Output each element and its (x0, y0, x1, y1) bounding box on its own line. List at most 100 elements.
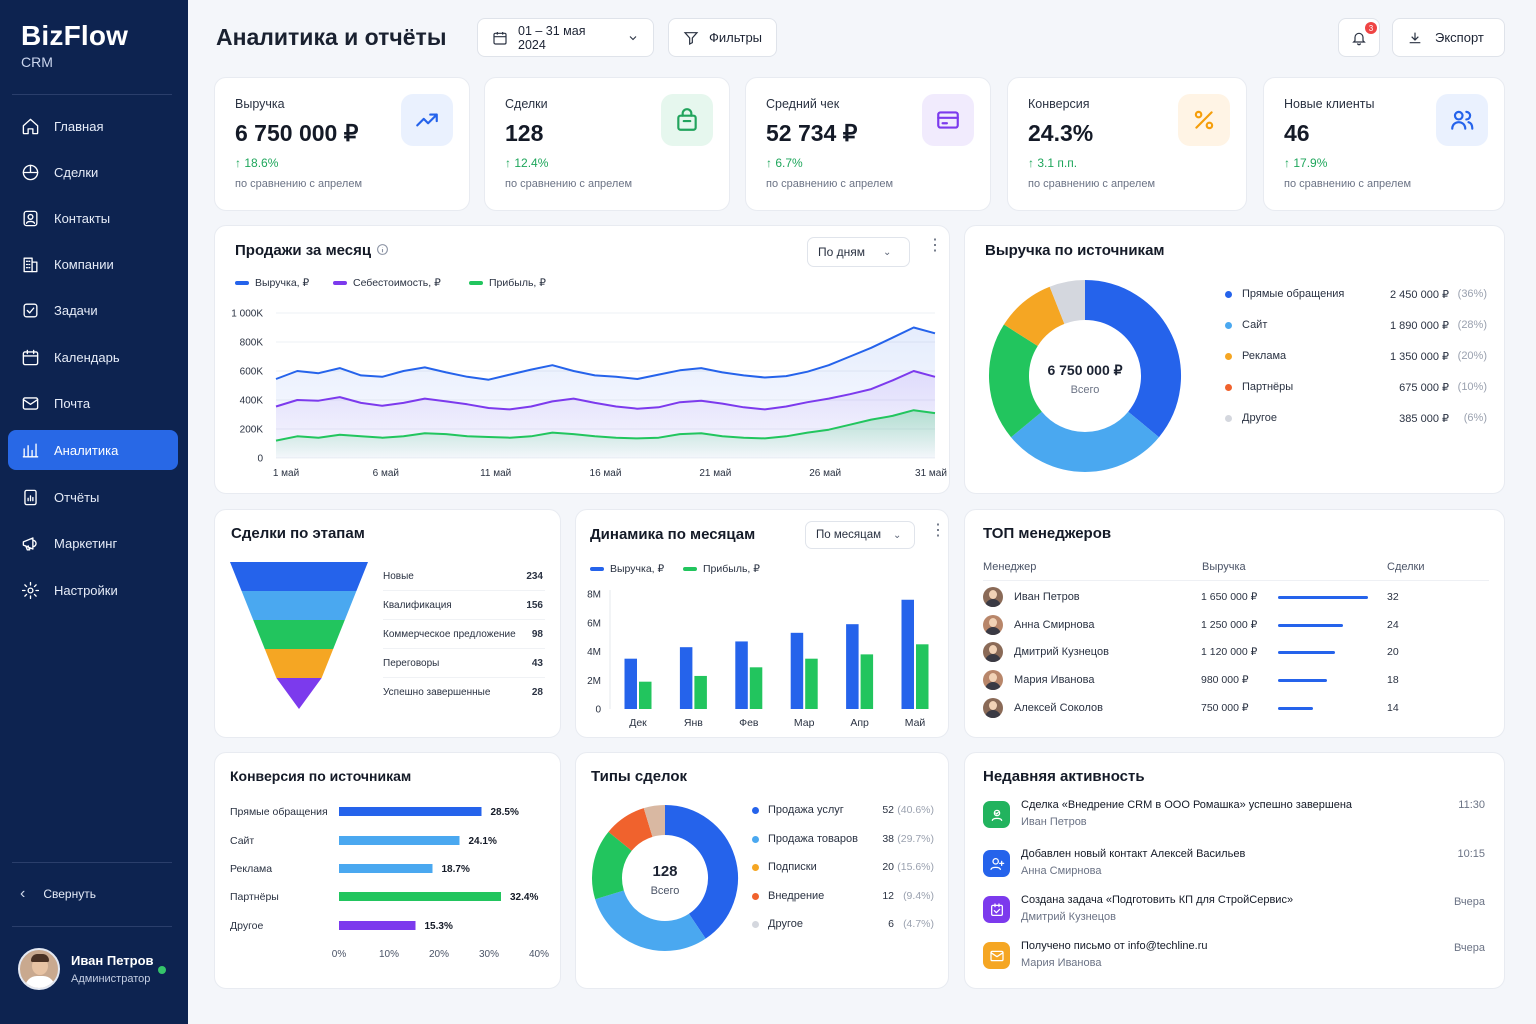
bar[interactable] (790, 632, 804, 709)
table-row[interactable]: Анна Смирнова 1 250 000 ₽ 24 (965, 614, 1506, 639)
collapse-label: Свернуть (43, 887, 96, 901)
bar[interactable] (339, 921, 416, 930)
activity-item[interactable]: Добавлен новый контакт Алексей Васильев А… (965, 848, 1506, 891)
funnel-stage[interactable] (276, 678, 322, 709)
donut-slice[interactable] (989, 324, 1043, 438)
x-tick-label: 40% (529, 949, 549, 960)
legend-swatch (333, 281, 347, 285)
funnel-stage-label: Новые (383, 571, 414, 582)
column-header-deals: Сделки (1387, 561, 1425, 573)
brand-subtitle: CRM (21, 54, 53, 70)
table-row[interactable]: Иван Петров 1 650 000 ₽ 32 (965, 587, 1506, 611)
bell-icon (1352, 32, 1366, 45)
donut-slice[interactable] (592, 831, 633, 900)
bar[interactable] (624, 658, 638, 709)
kpi-card: Конверсия 24.3% ↑ 3.1 п.п. по сравнению с а… (1007, 77, 1247, 211)
info-icon[interactable] (376, 243, 389, 256)
y-tick-label: 2M (587, 676, 601, 687)
donut-slice[interactable] (1049, 280, 1086, 325)
sidebar-item-reports[interactable]: Отчёты (8, 477, 178, 517)
funnel-stage-label: Переговоры (383, 658, 440, 669)
sidebar-item-companies[interactable]: Компании (8, 244, 178, 284)
monthly-period-select[interactable]: По месяцам ⌄ (805, 521, 915, 549)
manager-revenue: 1 250 000 ₽ (1201, 618, 1258, 631)
bar[interactable] (639, 681, 652, 709)
y-tick-label: 1 000K (231, 309, 263, 320)
conversion-sources-card: Конверсия по источникам Прямые обращения… (214, 752, 561, 989)
avatar (983, 642, 1003, 663)
bar[interactable] (901, 599, 915, 709)
kpi-value: 46 (1284, 120, 1310, 146)
sidebar-item-calendar[interactable]: Календарь (8, 337, 178, 377)
donut-slice[interactable] (1011, 411, 1159, 472)
bar[interactable] (749, 667, 763, 709)
activity-item[interactable]: Создана задача «Подготовить КП для Строй… (965, 894, 1506, 937)
sidebar-item-contacts[interactable]: Контакты (8, 198, 178, 238)
activity-item[interactable]: Сделка «Внедрение CRM в ООО Ромашка» усп… (965, 799, 1506, 842)
bar[interactable] (846, 624, 859, 709)
donut-slice[interactable] (1003, 286, 1066, 347)
table-row[interactable]: Дмитрий Кузнецов 1 120 000 ₽ 20 (965, 642, 1506, 666)
sidebar-item-mail[interactable]: Почта (8, 383, 178, 423)
sidebar-item-tasks[interactable]: Задачи (8, 290, 178, 330)
legend-dot (752, 835, 759, 843)
legend-value: 1 350 000 ₽ (1390, 351, 1449, 363)
x-tick-label: 1 май (273, 468, 299, 479)
donut-slice[interactable] (595, 889, 706, 951)
kpi-value: 128 (505, 120, 544, 146)
funnel-stage-value: 156 (526, 600, 543, 611)
activity-item[interactable]: Получено письмо от info@techline.ru Мария… (965, 940, 1506, 983)
legend-label: Сайт (1242, 319, 1268, 331)
bar[interactable] (805, 658, 818, 709)
export-button[interactable]: Экспорт (1392, 18, 1505, 57)
collapse-sidebar-button[interactable]: ‹ Свернуть (20, 885, 96, 903)
legend-swatch (469, 281, 483, 285)
kpi-comparison: по сравнению с апрелем (1284, 178, 1412, 190)
user-profile[interactable]: Иван Петров Администратор (18, 948, 154, 990)
y-tick-label: 8M (587, 590, 601, 601)
sidebar-item-megaphone[interactable]: Маркетинг (8, 523, 178, 563)
funnel-stage[interactable] (264, 649, 334, 678)
y-tick-label: 0 (257, 454, 263, 465)
user-add-icon (983, 850, 1010, 877)
sidebar-item-gear[interactable]: Настройки (8, 570, 178, 610)
sidebar-item-analytics[interactable]: Аналитика (8, 430, 178, 470)
table-row[interactable]: Алексей Соколов 750 000 ₽ 14 (965, 697, 1506, 722)
activity-text: Сделка «Внедрение CRM в ООО Ромашка» усп… (1021, 799, 1353, 811)
deal-stages-card: Сделки по этапам Новые 234 Квалификация 156… (214, 509, 561, 738)
sidebar-item-home[interactable]: Главная (8, 106, 178, 146)
legend-dot (1225, 353, 1232, 360)
sales-chart-title: Продажи за месяц (235, 242, 372, 259)
legend-label: Реклама (1242, 350, 1287, 362)
sales-period-select[interactable]: По дням ⌄ (807, 237, 910, 267)
donut-slice[interactable] (1084, 280, 1181, 438)
funnel-stage[interactable] (241, 591, 357, 620)
bar[interactable] (339, 836, 460, 845)
donut-slice[interactable] (608, 808, 654, 852)
y-tick-label: 0 (595, 705, 601, 716)
bar[interactable] (916, 644, 929, 709)
donut-slice[interactable] (643, 805, 666, 838)
users-icon (1436, 94, 1488, 146)
sidebar-item-label: Отчёты (54, 489, 100, 505)
contacts-icon (21, 209, 54, 228)
kpi-label: Выручка (235, 97, 285, 111)
bar[interactable] (339, 807, 482, 816)
bar[interactable] (735, 641, 748, 709)
bar[interactable] (694, 675, 707, 709)
funnel-stage[interactable] (230, 562, 368, 591)
bar[interactable] (860, 654, 874, 709)
donut-slice[interactable] (664, 805, 738, 939)
sidebar-item-deals[interactable]: Сделки (8, 152, 178, 192)
table-row[interactable]: Мария Иванова 980 000 ₽ 18 (965, 670, 1506, 694)
notifications-button[interactable] (1338, 18, 1380, 57)
bar[interactable] (339, 892, 501, 901)
legend-value: 52 (882, 804, 894, 816)
bar[interactable] (679, 647, 693, 709)
tasks-icon (21, 301, 54, 320)
funnel-stage[interactable] (253, 620, 345, 649)
bar[interactable] (339, 864, 433, 873)
filters-button[interactable]: Фильтры (668, 18, 777, 57)
date-range-picker[interactable]: 01 – 31 мая 2024 (477, 18, 654, 57)
kpi-delta: ↑ 3.1 п.п. (1028, 156, 1077, 170)
